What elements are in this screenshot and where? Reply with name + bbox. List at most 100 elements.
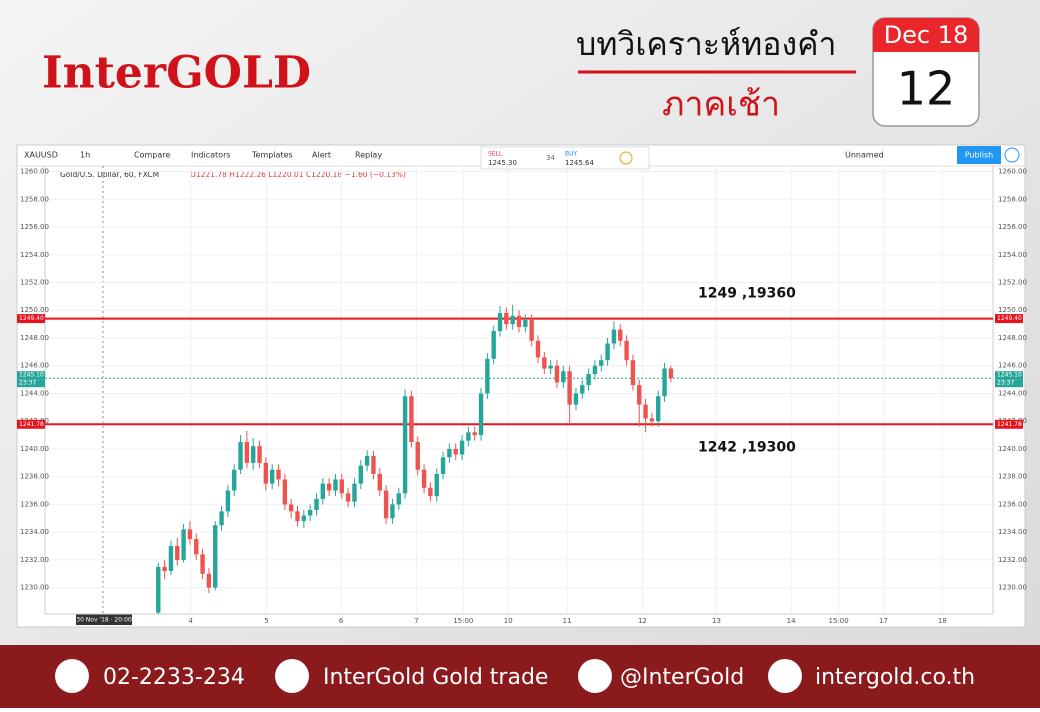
- price-tag: [995, 371, 1023, 380]
- y-tick-label: 1238.00: [998, 473, 1027, 481]
- sell-price[interactable]: 1245.30: [488, 159, 517, 167]
- candle-body: [472, 432, 477, 436]
- candle-body: [162, 566, 167, 572]
- footer: [0, 645, 1040, 708]
- candle-body: [269, 469, 275, 484]
- toolbar-item[interactable]: Compare: [134, 151, 170, 160]
- calendar-top: [873, 18, 979, 52]
- toolbar-item[interactable]: Templates: [251, 151, 293, 160]
- candle-body: [168, 546, 174, 572]
- symbol[interactable]: XAUUSD: [24, 151, 58, 160]
- y-tick-label: 1234.00: [998, 528, 1027, 536]
- interval[interactable]: 1h: [80, 151, 90, 160]
- chart-title: Gold/U.S. Dollar, 60, FXCM: [60, 170, 159, 179]
- calendar-month: Dec 18: [884, 21, 969, 49]
- candle-body: [345, 493, 351, 502]
- price-tag-label: 23:37: [997, 380, 1014, 387]
- publish-button[interactable]: [957, 146, 1001, 164]
- candle-body: [314, 498, 319, 510]
- candle-body: [326, 483, 332, 491]
- candle-body: [383, 490, 389, 519]
- line-id: @InterGold: [620, 665, 744, 690]
- x-tick-label: 6: [339, 617, 344, 625]
- price-tag: [995, 379, 1023, 388]
- candle-body: [637, 385, 642, 405]
- y-tick-label: 1256.00: [20, 223, 49, 231]
- candle-body: [453, 448, 458, 455]
- candle-body: [320, 483, 326, 499]
- candle-body: [485, 358, 490, 394]
- candle-body: [371, 455, 376, 474]
- y-tick-label: 1234.00: [20, 528, 49, 536]
- candle-body: [542, 357, 547, 369]
- candle-body: [213, 525, 218, 588]
- candle-body: [668, 368, 674, 379]
- candle-body: [339, 479, 345, 494]
- candle-body: [630, 360, 636, 386]
- buy-label[interactable]: BUY: [565, 151, 578, 158]
- y-tick-label: 1250.00: [998, 306, 1027, 314]
- candle-body: [624, 340, 629, 361]
- x-tick-label: 15:00: [828, 617, 848, 625]
- candle-body: [421, 469, 427, 488]
- candle-body: [251, 446, 256, 463]
- price-tag: [17, 314, 45, 324]
- toolbar-item[interactable]: Replay: [355, 151, 382, 160]
- candle-body: [282, 479, 288, 505]
- candle-body: [618, 329, 623, 341]
- candle-body: [573, 393, 579, 405]
- y-tick-label: 1250.00: [20, 306, 49, 314]
- x-tick-label: 5: [264, 617, 268, 625]
- candle-body: [377, 473, 382, 491]
- price-tag: [995, 314, 1023, 324]
- facebook-icon: [275, 659, 309, 693]
- candle-body: [516, 315, 522, 327]
- candle-body: [440, 457, 446, 474]
- spread: 34: [546, 154, 555, 162]
- level-annotation: 1242 ,19300: [698, 439, 796, 455]
- x-tick-label: 7: [414, 617, 418, 625]
- candle-body: [415, 442, 420, 470]
- candle-body: [548, 365, 553, 369]
- info-icon[interactable]: [619, 151, 633, 165]
- calendar-day: 12: [897, 62, 956, 116]
- y-tick-label: 1232.00: [20, 556, 49, 564]
- y-tick-label: 1238.00: [20, 473, 49, 481]
- candle-body: [276, 469, 281, 480]
- play-icon[interactable]: [1004, 147, 1020, 163]
- candle-body: [364, 455, 370, 466]
- candle-body: [402, 396, 408, 494]
- website: intergold.co.th: [815, 665, 975, 690]
- crosshair-box: [76, 614, 132, 625]
- ohlc-legend: O1221.78 H1222.26 L1220.01 C1220.18 −1.6…: [190, 170, 406, 179]
- title: บทวิเคราะห์ทองคำ: [576, 25, 836, 63]
- candle-body: [447, 448, 452, 458]
- y-tick-label: 1252.00: [20, 279, 49, 287]
- toolbar-item[interactable]: Alert: [312, 151, 331, 160]
- subtitle: ภาคเช้า: [662, 85, 780, 125]
- candle-body: [428, 487, 433, 497]
- sell-label[interactable]: SELL: [488, 151, 503, 158]
- publish-label[interactable]: Publish: [965, 151, 994, 160]
- x-tick-label: 18: [938, 617, 947, 625]
- toolbar-item[interactable]: Indicators: [191, 151, 231, 160]
- candle-body: [232, 469, 237, 491]
- y-tick-label: 1230.00: [998, 584, 1027, 592]
- candle-body: [611, 329, 617, 344]
- candle-body: [592, 365, 598, 375]
- candle-body: [662, 368, 667, 397]
- candle-body: [301, 515, 307, 522]
- x-tick-label: 10: [504, 617, 513, 625]
- x-tick-label: 13: [712, 617, 721, 625]
- candle-body: [396, 493, 401, 505]
- candle-body: [491, 331, 496, 359]
- candle-body: [295, 511, 300, 522]
- candle-body: [156, 566, 161, 613]
- layout-name[interactable]: Unnamed: [845, 151, 884, 160]
- y-tick-label: 1252.00: [998, 279, 1027, 287]
- web-icon: [768, 659, 802, 693]
- level-annotation: 1249 ,19360: [698, 286, 796, 302]
- buy-price[interactable]: 1245.64: [565, 159, 594, 167]
- line-icon: [578, 659, 612, 693]
- y-tick-label: 1260.00: [20, 168, 49, 176]
